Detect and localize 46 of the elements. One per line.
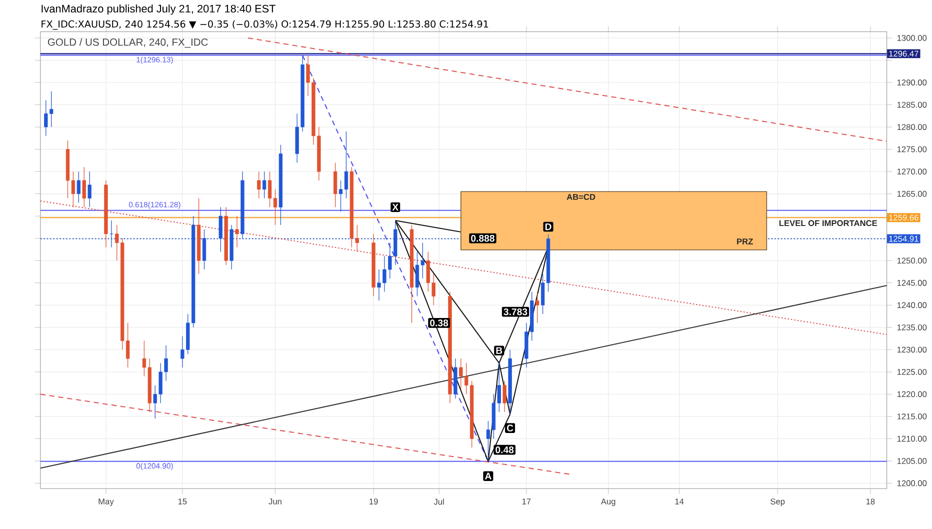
annotation: LEVEL OF IMPORTANCE — [779, 220, 878, 226]
annotation: AB=CD — [566, 194, 596, 200]
y-tick-label: 1235.00 — [897, 324, 927, 330]
y-tick-label: 1300.00 — [897, 35, 927, 41]
annotation: B — [496, 347, 502, 354]
y-tick-label: 1250.00 — [897, 258, 927, 264]
annotation: 0.48 — [496, 446, 514, 454]
ref-line-label: 1296.47 — [889, 50, 918, 57]
y-tick-label: 1275.00 — [897, 146, 927, 152]
annotation: X — [392, 204, 398, 210]
y-tick-label: 1220.00 — [897, 391, 927, 398]
text: IvanMadrazo published July 21, 2017 18:40 EST — [42, 4, 276, 15]
y-tick-label: 1200.00 — [897, 480, 927, 486]
annotation: 0.38 — [430, 320, 448, 326]
annotation: 3.783 — [504, 308, 528, 316]
x-tick-label: 15 — [178, 498, 187, 504]
annotation: 0.888 — [471, 234, 494, 242]
y-tick-label: 1280.00 — [897, 124, 927, 130]
y-tick-label: 1230.00 — [897, 346, 927, 353]
annotation: PRZ — [737, 238, 753, 244]
x-tick-label: Sep — [770, 498, 785, 506]
y-tick-label: 1265.00 — [897, 190, 927, 197]
annotation: C — [506, 424, 514, 432]
x-tick-label: Jun — [268, 498, 282, 504]
y-tick-label: 1270.00 — [897, 168, 927, 175]
x-tick-label: Aug — [600, 498, 616, 506]
annotation: A — [484, 472, 492, 480]
y-tick-label: 1240.00 — [897, 302, 927, 308]
y-tick-label: 1205.00 — [897, 458, 927, 464]
chart-subtitle: FX_IDC:XAUUSD, 240 1254.56 ▼ −0.35 (−0.03%) O:1254.79 H:1255.90 L:1253.80 C:1254.91 — [42, 20, 488, 30]
y-tick-label: 1290.00 — [897, 80, 927, 86]
y-tick-label: 1225.00 — [897, 368, 927, 375]
text: GOLD / US DOLLAR, 240, FX_IDC — [48, 38, 208, 48]
x-tick-label: May — [98, 498, 114, 506]
y-tick-label: 1245.00 — [897, 280, 927, 286]
x-tick-label: 14 — [675, 498, 684, 504]
annotation: D — [545, 223, 552, 230]
y-tick-label: 1215.00 — [897, 414, 927, 420]
x-tick-label: Jul — [434, 498, 444, 505]
y-tick-label: 1210.00 — [897, 436, 927, 442]
y-tick-label: 1285.00 — [897, 102, 927, 108]
ref-line-label: 1259.66 — [889, 214, 918, 221]
ref-line-label: 1254.91 — [889, 236, 918, 242]
x-tick-label: 18 — [866, 498, 875, 504]
x-tick-label: 19 — [370, 498, 378, 504]
x-tick-label: 17 — [522, 498, 531, 504]
